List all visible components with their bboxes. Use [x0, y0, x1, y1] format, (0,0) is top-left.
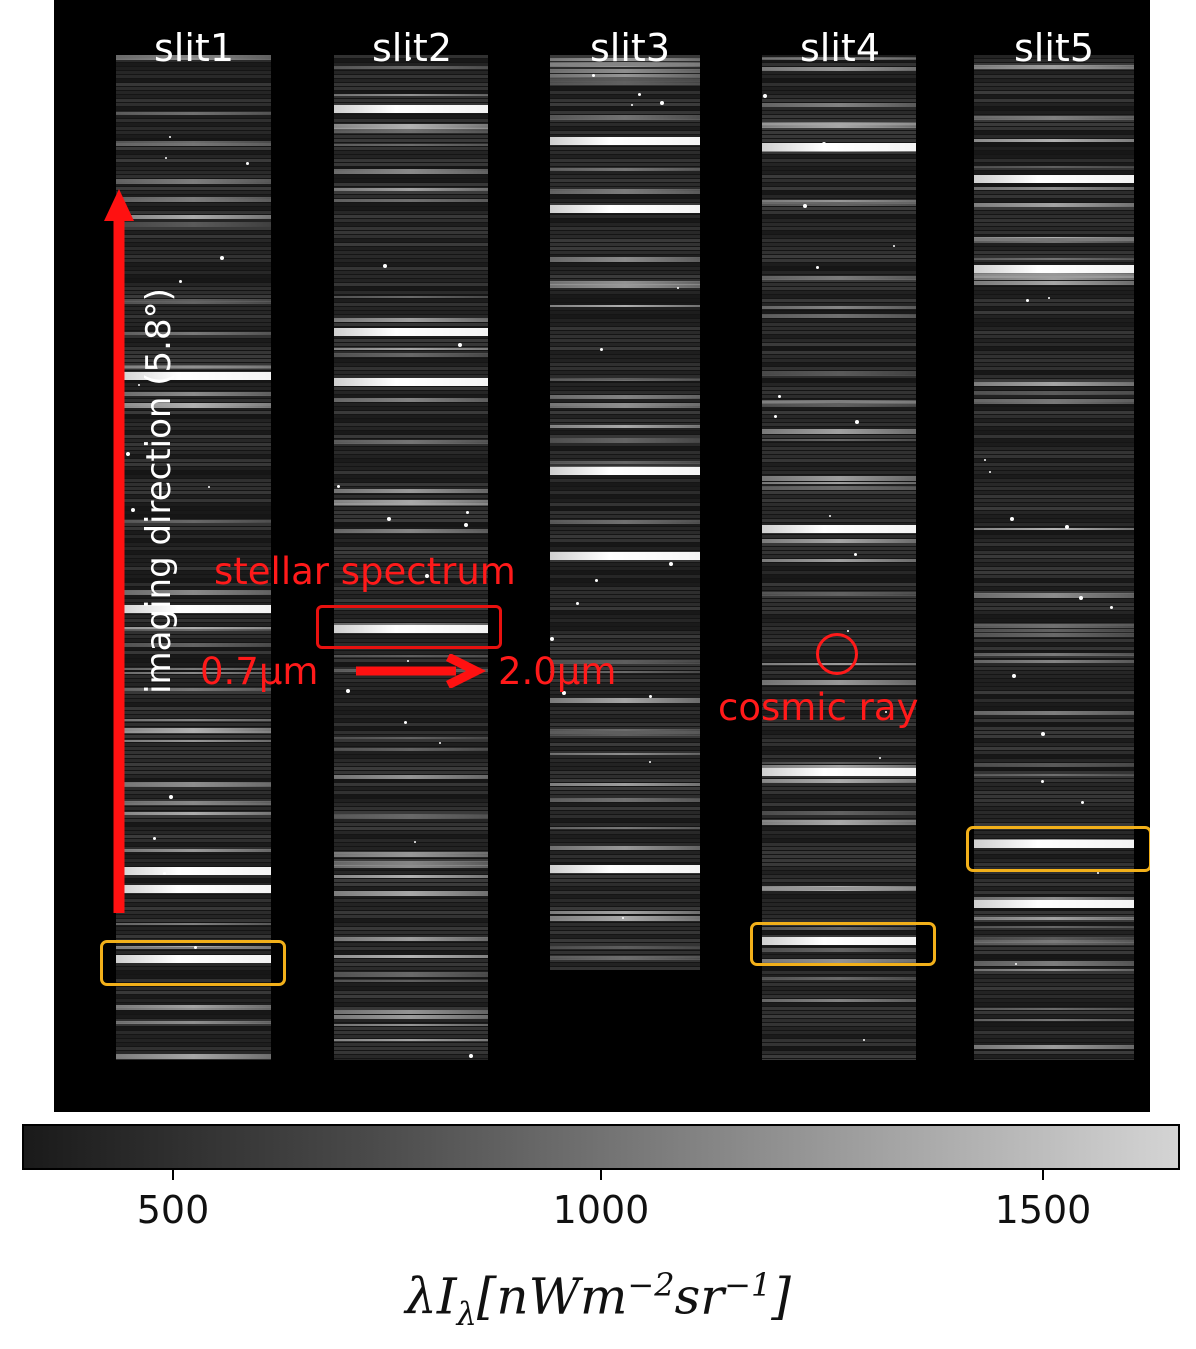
slit4-strip	[762, 55, 916, 1060]
slit5-label: slit5	[1014, 26, 1094, 70]
tick-500	[172, 1170, 174, 1180]
highlight-box-slit1	[100, 940, 286, 986]
highlight-box-slit4	[750, 922, 936, 966]
cb-bracket-open: [	[476, 1267, 497, 1326]
cb-label-main: λI	[405, 1267, 457, 1326]
colorbar-label: λIλ[nWm−2sr−1]	[0, 1250, 1196, 1349]
cb-unit-a: nWm	[496, 1267, 628, 1326]
imaging-direction-arrow	[104, 189, 134, 913]
slit3-label: slit3	[590, 26, 670, 70]
slit1-strip	[116, 55, 271, 1060]
wavelength-arrow	[356, 654, 487, 688]
cb-exp-b: −1	[724, 1266, 772, 1304]
cb-exp-a: −2	[627, 1266, 675, 1304]
imaging-direction-label: imaging direction (5.8°)	[139, 288, 179, 694]
slit1-label: slit1	[154, 26, 234, 70]
tick-label-1500: 1500	[994, 1188, 1092, 1232]
cb-label-sub: λ	[456, 1294, 477, 1333]
stellar-spectrum-label: stellar spectrum	[214, 550, 516, 593]
cosmic-ray-label: cosmic ray	[718, 686, 919, 729]
cosmic-ray-circle	[816, 633, 858, 675]
tick-1500	[1042, 1170, 1044, 1180]
slit5-strip	[974, 55, 1134, 1060]
tick-1000	[600, 1170, 602, 1180]
slit3-strip	[550, 55, 700, 970]
highlight-box-slit5	[966, 826, 1150, 872]
slit2-strip	[334, 55, 488, 1060]
wavelength-start-label: 0.7μm	[200, 650, 319, 693]
tick-label-1000: 1000	[552, 1188, 650, 1232]
wavelength-end-label: 2.0μm	[498, 650, 617, 693]
tick-label-500: 500	[136, 1188, 210, 1232]
cb-unit-b: sr	[674, 1267, 725, 1326]
slit2-label: slit2	[372, 26, 452, 70]
cb-bracket-close: ]	[771, 1267, 791, 1326]
stellar-spectrum-box	[316, 605, 502, 649]
slit4-label: slit4	[800, 26, 880, 70]
spectral-image: slit1 slit2 slit3 slit4 slit5 imaging di…	[54, 0, 1150, 1112]
colorbar	[22, 1124, 1180, 1170]
